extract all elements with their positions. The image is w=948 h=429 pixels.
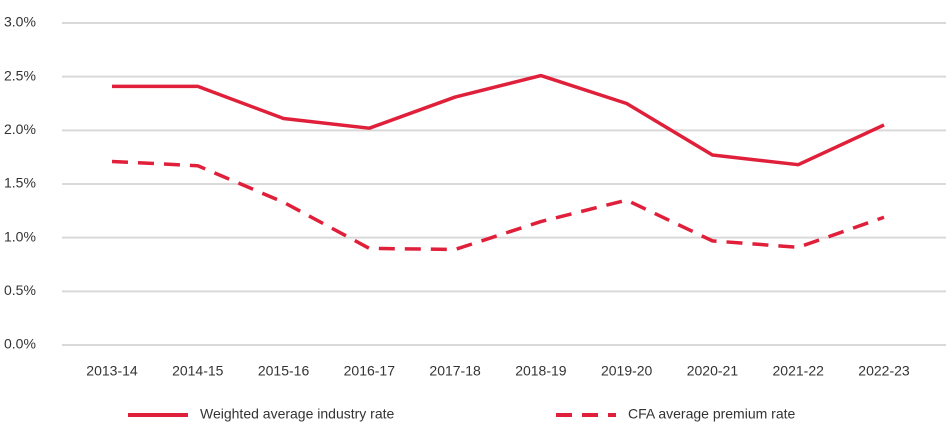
y-tick-label: 0.0%	[4, 336, 36, 352]
x-tick-label: 2017-18	[429, 363, 481, 379]
y-tick-label: 3.0%	[4, 14, 36, 30]
series-line	[112, 73, 885, 167]
y-tick-label: 0.5%	[4, 282, 36, 298]
x-tick-label: 2022-23	[858, 363, 910, 379]
x-tick-label: 2014-15	[172, 363, 224, 379]
x-tick-label: 2019-20	[601, 363, 653, 379]
legend-label: CFA average premium rate	[628, 406, 796, 422]
x-tick-label: 2020-21	[687, 363, 739, 379]
y-tick-label: 1.5%	[4, 175, 36, 191]
y-tick-label: 2.5%	[4, 67, 36, 83]
legend-label: Weighted average industry rate	[200, 406, 395, 422]
x-tick-label: 2018-19	[515, 363, 567, 379]
x-tick-label: 2016-17	[344, 363, 396, 379]
y-tick-label: 2.0%	[4, 121, 36, 137]
y-tick-label: 1.0%	[4, 228, 36, 244]
x-tick-label: 2021-22	[773, 363, 825, 379]
x-tick-label: 2015-16	[258, 363, 310, 379]
series-line	[111, 159, 885, 252]
x-tick-label: 2013-14	[86, 363, 138, 379]
